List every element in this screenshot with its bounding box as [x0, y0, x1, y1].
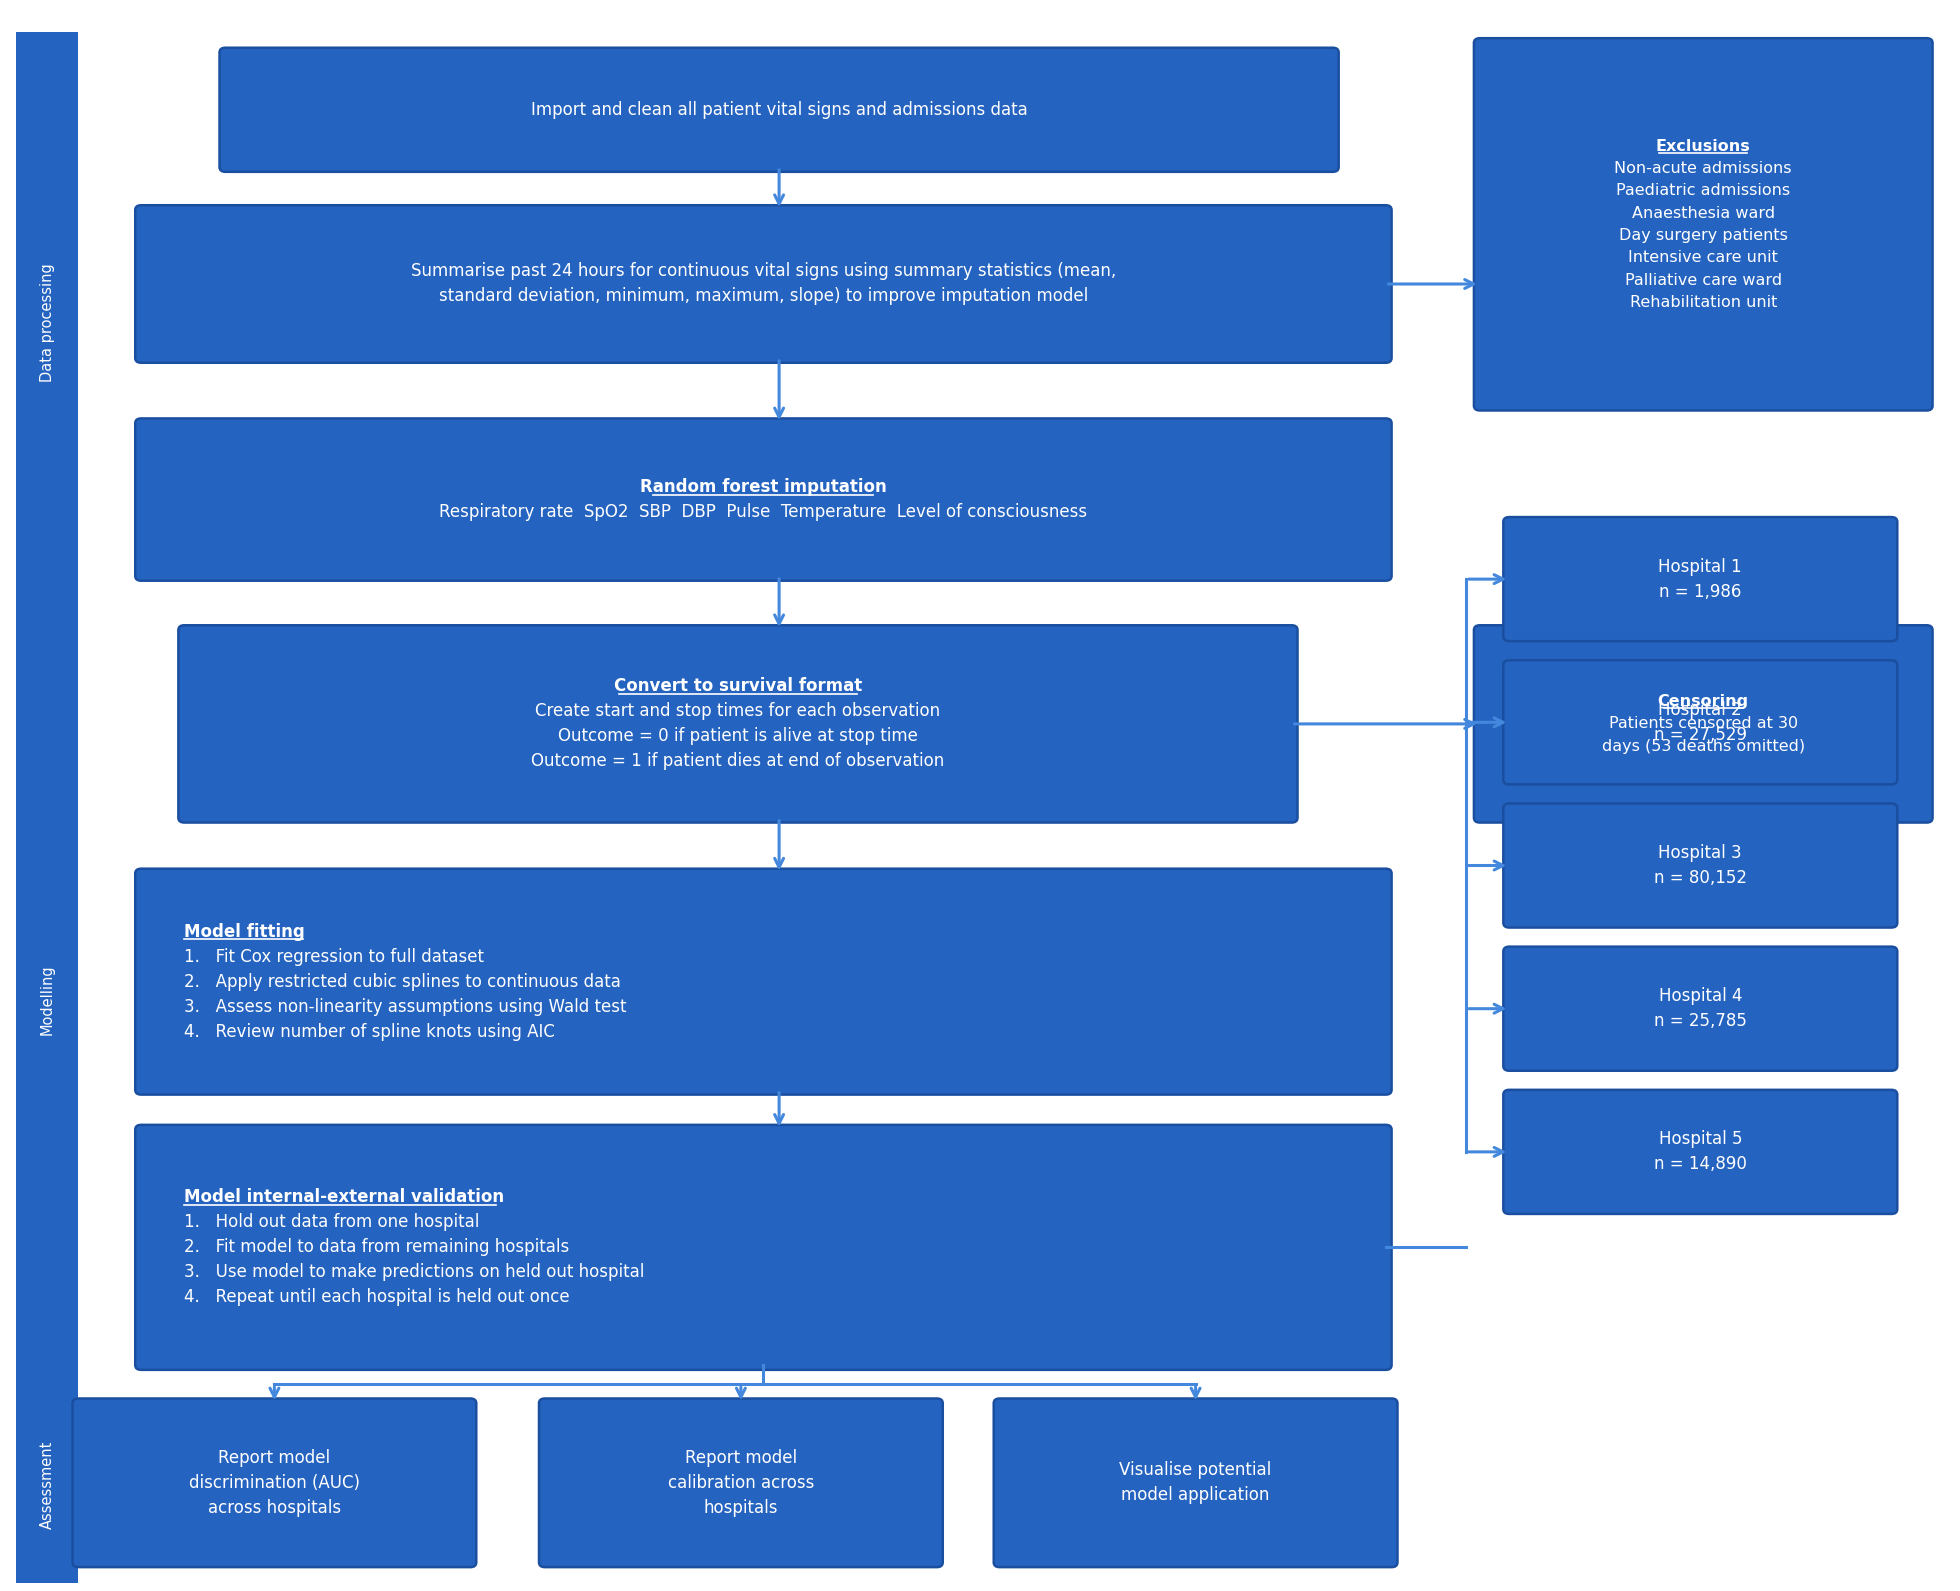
FancyBboxPatch shape	[16, 32, 78, 613]
FancyBboxPatch shape	[135, 418, 1392, 581]
Text: Hospital 2: Hospital 2	[1658, 700, 1742, 719]
FancyBboxPatch shape	[73, 1398, 476, 1567]
Text: Hospital 5: Hospital 5	[1658, 1130, 1742, 1149]
FancyBboxPatch shape	[1474, 38, 1933, 410]
Text: Visualise potential: Visualise potential	[1119, 1461, 1272, 1480]
Text: Paediatric admissions: Paediatric admissions	[1617, 183, 1789, 199]
FancyBboxPatch shape	[135, 1125, 1392, 1370]
Text: Report model: Report model	[218, 1449, 331, 1467]
Text: n = 14,890: n = 14,890	[1654, 1155, 1746, 1174]
Text: Outcome = 0 if patient is alive at stop time: Outcome = 0 if patient is alive at stop …	[559, 727, 917, 746]
FancyBboxPatch shape	[539, 1398, 943, 1567]
FancyBboxPatch shape	[135, 205, 1392, 363]
FancyBboxPatch shape	[220, 48, 1339, 172]
Text: Anaesthesia ward: Anaesthesia ward	[1631, 205, 1776, 221]
Text: 3.   Assess non-linearity assumptions using Wald test: 3. Assess non-linearity assumptions usin…	[184, 998, 627, 1015]
Text: Censoring: Censoring	[1658, 694, 1748, 710]
FancyBboxPatch shape	[135, 869, 1392, 1095]
FancyBboxPatch shape	[178, 625, 1298, 823]
FancyBboxPatch shape	[994, 1398, 1397, 1567]
Text: 1.   Fit Cox regression to full dataset: 1. Fit Cox regression to full dataset	[184, 948, 484, 966]
FancyBboxPatch shape	[1503, 803, 1897, 928]
FancyBboxPatch shape	[1503, 517, 1897, 641]
Text: Respiratory rate  SpO2  SBP  DBP  Pulse  Temperature  Level of consciousness: Respiratory rate SpO2 SBP DBP Pulse Temp…	[439, 503, 1088, 522]
Text: Create start and stop times for each observation: Create start and stop times for each obs…	[535, 702, 941, 721]
Text: 4.   Review number of spline knots using AIC: 4. Review number of spline knots using A…	[184, 1023, 555, 1041]
Text: n = 27,529: n = 27,529	[1654, 725, 1746, 745]
FancyBboxPatch shape	[1503, 1090, 1897, 1214]
FancyBboxPatch shape	[16, 1387, 78, 1583]
Text: Data processing: Data processing	[39, 263, 55, 382]
Text: n = 80,152: n = 80,152	[1654, 869, 1746, 888]
Text: Assessment: Assessment	[39, 1441, 55, 1529]
Text: Convert to survival format: Convert to survival format	[613, 678, 862, 695]
Text: Model internal-external validation: Model internal-external validation	[184, 1188, 504, 1206]
Text: n = 25,785: n = 25,785	[1654, 1012, 1746, 1031]
Text: Modelling: Modelling	[39, 964, 55, 1036]
Text: Model fitting: Model fitting	[184, 923, 306, 940]
Text: Summarise past 24 hours for continuous vital signs using summary statistics (mea: Summarise past 24 hours for continuous v…	[412, 263, 1115, 280]
Text: Random forest imputation: Random forest imputation	[641, 477, 886, 496]
Text: model application: model application	[1121, 1486, 1270, 1505]
Text: n = 1,986: n = 1,986	[1658, 582, 1742, 601]
Text: days (53 deaths omitted): days (53 deaths omitted)	[1601, 738, 1805, 754]
FancyBboxPatch shape	[1503, 660, 1897, 784]
FancyBboxPatch shape	[1474, 625, 1933, 823]
Text: 2.   Apply restricted cubic splines to continuous data: 2. Apply restricted cubic splines to con…	[184, 972, 621, 991]
Text: 3.   Use model to make predictions on held out hospital: 3. Use model to make predictions on held…	[184, 1263, 645, 1281]
Text: Report model: Report model	[684, 1449, 798, 1467]
Text: Palliative care ward: Palliative care ward	[1625, 272, 1782, 288]
Text: hospitals: hospitals	[704, 1499, 778, 1516]
Text: across hospitals: across hospitals	[208, 1499, 341, 1516]
FancyBboxPatch shape	[16, 613, 78, 1387]
Text: Hospital 1: Hospital 1	[1658, 557, 1742, 576]
Text: 2.   Fit model to data from remaining hospitals: 2. Fit model to data from remaining hosp…	[184, 1238, 570, 1257]
Text: calibration across: calibration across	[668, 1473, 813, 1492]
Text: Import and clean all patient vital signs and admissions data: Import and clean all patient vital signs…	[531, 100, 1027, 119]
Text: Rehabilitation unit: Rehabilitation unit	[1629, 294, 1778, 310]
Text: Hospital 3: Hospital 3	[1658, 843, 1742, 862]
Text: Non-acute admissions: Non-acute admissions	[1615, 161, 1791, 177]
FancyBboxPatch shape	[1503, 947, 1897, 1071]
Text: Day surgery patients: Day surgery patients	[1619, 228, 1788, 243]
Text: standard deviation, minimum, maximum, slope) to improve imputation model: standard deviation, minimum, maximum, sl…	[439, 288, 1088, 305]
Text: Intensive care unit: Intensive care unit	[1629, 250, 1778, 266]
Text: Patients censored at 30: Patients censored at 30	[1609, 716, 1797, 732]
Text: Hospital 4: Hospital 4	[1658, 986, 1742, 1006]
Text: Outcome = 1 if patient dies at end of observation: Outcome = 1 if patient dies at end of ob…	[531, 753, 945, 770]
Text: Exclusions: Exclusions	[1656, 138, 1750, 154]
Text: discrimination (AUC): discrimination (AUC)	[188, 1473, 361, 1492]
Text: 1.   Hold out data from one hospital: 1. Hold out data from one hospital	[184, 1214, 480, 1231]
Text: 4.   Repeat until each hospital is held out once: 4. Repeat until each hospital is held ou…	[184, 1289, 570, 1306]
